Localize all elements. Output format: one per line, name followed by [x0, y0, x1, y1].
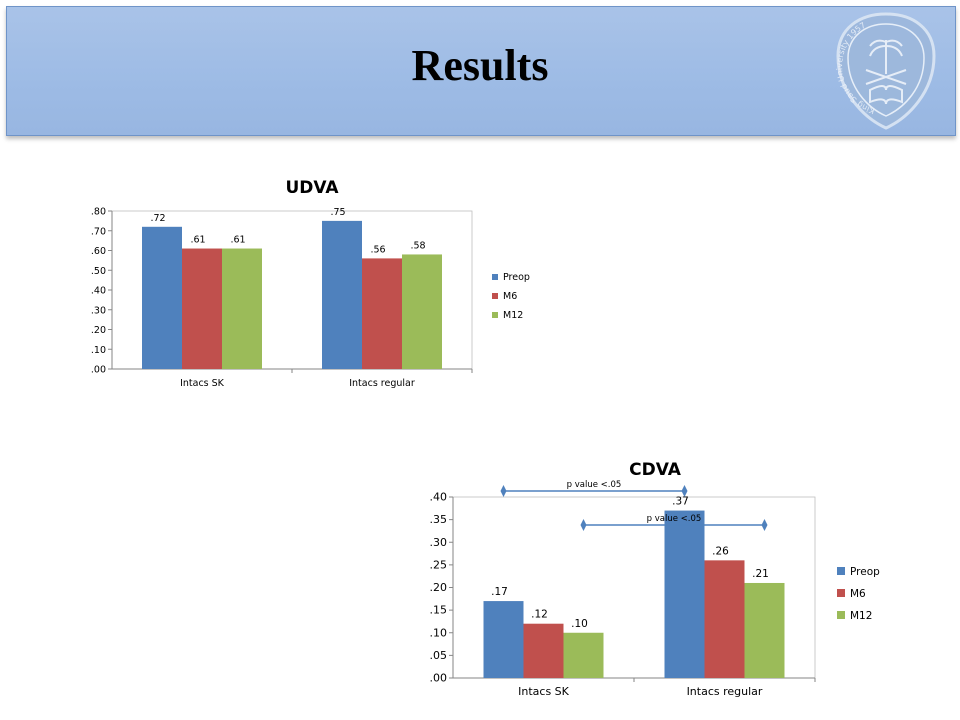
cdva-bar-preop: [483, 601, 524, 678]
udva-y-tick-label: .50: [91, 266, 106, 277]
significance-label: p value <.05: [647, 514, 702, 524]
legend-label-preop: Preop: [850, 566, 880, 578]
udva-bar-m6: [182, 248, 222, 369]
udva-data-label: .75: [330, 207, 345, 218]
cdva-bar-m12: [744, 582, 785, 678]
udva-category-label: Intacs SK: [180, 378, 225, 389]
cdva-data-label: .21: [752, 568, 769, 580]
legend-key-m12: [492, 312, 498, 318]
udva-bar-m12: [402, 254, 442, 369]
cdva-bar-preop: [664, 510, 705, 678]
cdva-data-label: .17: [491, 586, 508, 598]
udva-bar-m12: [222, 248, 262, 369]
udva-y-tick-label: .10: [91, 345, 106, 356]
cdva-y-tick-label: .25: [430, 558, 448, 571]
cdva-bar-m6: [704, 560, 745, 678]
legend-key-preop: [492, 274, 498, 280]
legend-key-preop: [837, 567, 845, 575]
udva-bar-preop: [322, 220, 362, 369]
legend-label-preop: Preop: [503, 272, 530, 283]
cdva-category-label: Intacs regular: [687, 685, 763, 698]
cdva-category-label: Intacs SK: [518, 685, 570, 698]
significance-marker: [761, 519, 768, 531]
significance-marker: [580, 519, 587, 531]
cdva-chart-title: CDVA: [629, 460, 682, 480]
cdva-y-tick-label: .35: [430, 513, 448, 526]
slide-title: Results: [411, 41, 549, 90]
cdva-y-tick-label: .40: [430, 491, 448, 504]
cdva-y-tick-label: .15: [430, 604, 448, 617]
legend-key-m6: [492, 293, 498, 299]
legend-key-m6: [837, 589, 845, 597]
udva-data-label: .56: [370, 244, 385, 255]
udva-chart-title: UDVA: [285, 178, 339, 198]
legend-label-m6: M6: [503, 291, 517, 302]
legend-label-m12: M12: [503, 310, 523, 321]
udva-bar-m6: [362, 258, 402, 369]
udva-y-tick-label: .30: [91, 305, 106, 316]
udva-data-label: .61: [230, 235, 245, 246]
cdva-y-tick-label: .10: [430, 626, 448, 639]
significance-marker: [500, 485, 507, 497]
udva-data-label: .61: [190, 235, 205, 246]
cdva-bar-m12: [563, 632, 604, 678]
cdva-data-label: .12: [531, 609, 548, 621]
significance-label: p value <.05: [567, 480, 622, 490]
udva-y-tick-label: .70: [91, 226, 106, 237]
udva-data-label: .72: [150, 213, 165, 224]
cdva-bar-m6: [523, 623, 564, 678]
udva-y-tick-label: .60: [91, 246, 106, 257]
title-bar: [6, 6, 956, 136]
significance-marker: [681, 485, 688, 497]
udva-y-tick-label: .00: [91, 365, 106, 376]
cdva-y-tick-label: .20: [430, 581, 448, 594]
udva-y-tick-label: .40: [91, 286, 106, 297]
udva-category-label: Intacs regular: [349, 378, 415, 389]
cdva-y-tick-label: .05: [430, 649, 448, 662]
legend-label-m6: M6: [850, 588, 866, 600]
legend-key-m12: [837, 611, 845, 619]
udva-data-label: .58: [410, 240, 425, 251]
university-seal-icon: King Saud University 1957: [835, 12, 936, 130]
cdva-data-label: .26: [712, 545, 729, 557]
cdva-y-tick-label: .00: [430, 672, 448, 685]
udva-chart: UDVA .00 .10 .20 .30 .40 .50 .60 .70 .80 Intacs SK…: [91, 178, 530, 389]
udva-bar-preop: [142, 226, 182, 369]
cdva-chart: CDVA .00 .05 .10 .15 .20 .25 .30 .35 .40 Intacs SK…: [430, 460, 881, 698]
udva-y-tick-label: .20: [91, 325, 106, 336]
cdva-data-label: .10: [571, 618, 588, 630]
legend-label-m12: M12: [850, 610, 872, 622]
cdva-data-label: .37: [672, 496, 689, 508]
udva-y-tick-label: .80: [91, 207, 106, 218]
cdva-y-tick-label: .30: [430, 536, 448, 549]
